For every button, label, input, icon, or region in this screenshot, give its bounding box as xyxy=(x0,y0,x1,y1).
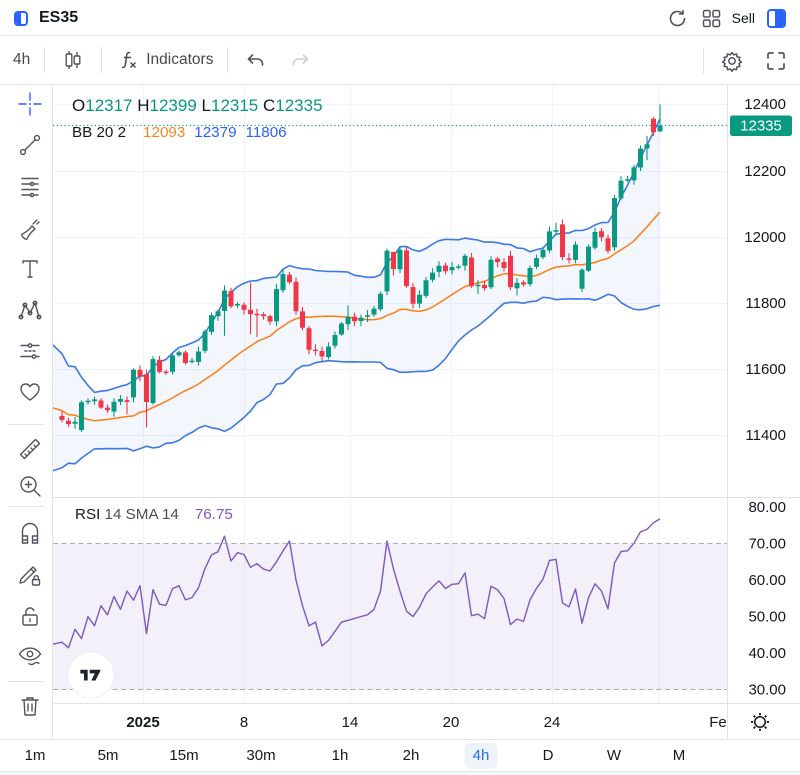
svg-text:12335: 12335 xyxy=(740,118,782,135)
svg-text:30.00: 30.00 xyxy=(748,682,786,699)
svg-text:8: 8 xyxy=(240,714,248,731)
svg-text:60.00: 60.00 xyxy=(748,572,786,589)
svg-text:2025: 2025 xyxy=(126,714,159,731)
svg-text:80.00: 80.00 xyxy=(748,499,786,516)
svg-text:11600: 11600 xyxy=(745,361,786,378)
svg-text:14: 14 xyxy=(342,714,359,731)
svg-text:11400: 11400 xyxy=(745,427,786,444)
svg-text:Fe: Fe xyxy=(709,714,727,731)
svg-text:12200: 12200 xyxy=(744,163,786,180)
svg-text:12000: 12000 xyxy=(744,229,786,246)
svg-text:O12317 H12399 L12315 C12335: O12317 H12399 L12315 C12335 xyxy=(72,96,323,115)
svg-text:12400: 12400 xyxy=(744,96,786,113)
svg-text:70.00: 70.00 xyxy=(748,536,786,553)
svg-text:11800: 11800 xyxy=(745,295,786,312)
svg-text:20: 20 xyxy=(443,714,460,731)
svg-text:50.00: 50.00 xyxy=(748,609,786,626)
svg-text:24: 24 xyxy=(544,714,561,731)
svg-text:40.00: 40.00 xyxy=(748,645,786,662)
